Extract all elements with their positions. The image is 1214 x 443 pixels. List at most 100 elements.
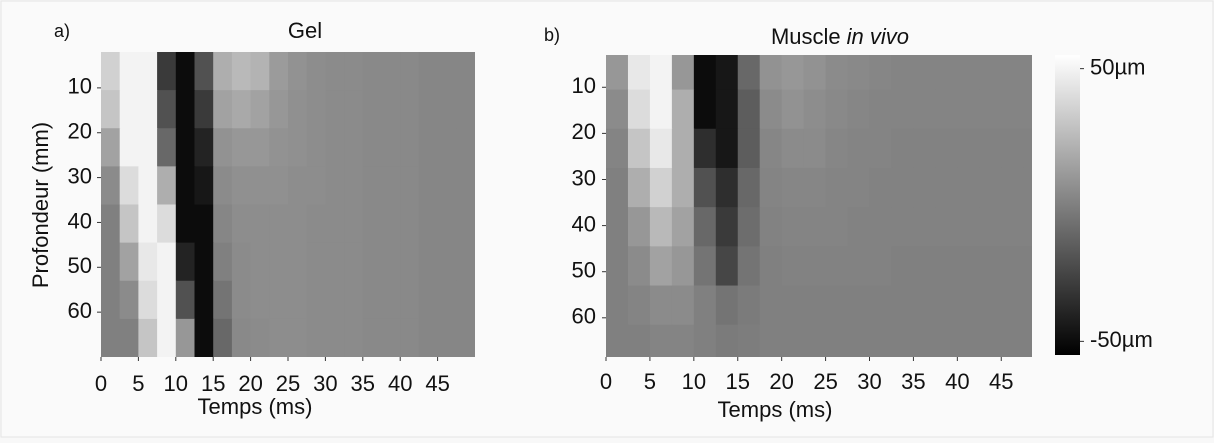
cell xyxy=(715,246,739,287)
cell xyxy=(847,207,871,247)
cell xyxy=(715,207,739,247)
cell xyxy=(344,204,364,244)
cell xyxy=(400,242,420,282)
cell xyxy=(935,246,958,287)
cell xyxy=(325,90,345,129)
cell xyxy=(250,166,270,206)
cell xyxy=(175,90,196,129)
cell xyxy=(847,167,871,208)
heatmap-b xyxy=(606,55,1032,357)
cell xyxy=(157,204,177,244)
cell xyxy=(119,318,139,357)
cell xyxy=(781,89,805,130)
cell xyxy=(737,128,761,169)
cell xyxy=(250,90,270,129)
y-tick-label: 20 xyxy=(572,119,596,144)
cell xyxy=(138,318,158,357)
cell xyxy=(869,55,893,91)
cell xyxy=(119,90,139,129)
cell xyxy=(437,128,457,167)
x-tick-label: 45 xyxy=(989,369,1013,394)
cell xyxy=(1001,324,1024,357)
cell xyxy=(250,318,270,357)
cell xyxy=(175,128,196,167)
cell xyxy=(101,52,121,91)
cell xyxy=(437,90,457,129)
cell xyxy=(157,128,177,167)
cell xyxy=(957,207,980,247)
cell xyxy=(913,167,936,208)
x-tick-label: 5 xyxy=(132,371,144,396)
cell xyxy=(138,52,158,91)
cell xyxy=(250,52,270,91)
cell xyxy=(288,318,308,357)
cell xyxy=(306,318,326,357)
cell xyxy=(175,242,196,282)
cell xyxy=(157,52,177,91)
cell xyxy=(231,166,252,206)
cell xyxy=(400,52,420,91)
cell xyxy=(344,318,364,357)
cell xyxy=(269,128,289,167)
cell xyxy=(157,166,177,206)
cell xyxy=(606,167,629,208)
cell xyxy=(606,89,629,130)
cell xyxy=(288,128,308,167)
cell xyxy=(288,242,308,282)
y-tick-label: 10 xyxy=(68,74,92,99)
y-tick-label: 60 xyxy=(68,298,92,323)
cell xyxy=(418,52,439,91)
cell xyxy=(288,52,308,91)
cell xyxy=(194,128,214,167)
title-text: Muscle xyxy=(771,24,841,49)
cell xyxy=(891,55,915,91)
cell xyxy=(781,246,805,287)
cell xyxy=(269,242,289,282)
cell xyxy=(213,280,233,320)
cell xyxy=(649,246,673,287)
cell xyxy=(825,128,849,169)
cell xyxy=(825,207,849,247)
cell xyxy=(400,204,420,244)
cell xyxy=(194,280,214,320)
cell xyxy=(693,55,717,91)
cell xyxy=(1001,128,1024,169)
cell xyxy=(362,52,383,91)
cell xyxy=(671,128,695,169)
cell xyxy=(288,166,308,206)
cell xyxy=(803,207,827,247)
cell xyxy=(671,89,695,130)
cell xyxy=(194,318,214,357)
cell xyxy=(325,128,345,167)
cell xyxy=(627,128,651,169)
cell xyxy=(847,128,871,169)
cell xyxy=(649,128,673,169)
cell xyxy=(671,167,695,208)
y-tick-label: 10 xyxy=(572,73,596,98)
cell xyxy=(400,166,420,206)
cell xyxy=(671,285,695,326)
cell xyxy=(288,90,308,129)
x-tick-label: 30 xyxy=(857,369,881,394)
cell xyxy=(737,285,761,326)
cell xyxy=(869,207,893,247)
cell xyxy=(119,242,139,282)
cell xyxy=(913,89,936,130)
cell xyxy=(381,52,401,91)
x-axis-label: Temps (ms) xyxy=(718,397,833,422)
cell xyxy=(935,55,958,91)
cell xyxy=(803,285,827,326)
cell xyxy=(194,90,214,129)
cell xyxy=(418,166,439,206)
cell xyxy=(418,204,439,244)
cell xyxy=(606,246,629,287)
cell xyxy=(437,166,457,206)
cell xyxy=(1023,167,1032,208)
cell xyxy=(194,204,214,244)
cell xyxy=(101,204,121,244)
cell xyxy=(344,52,364,91)
cell xyxy=(869,246,893,287)
y-tick-label: 50 xyxy=(68,253,92,278)
cell xyxy=(213,204,233,244)
cell xyxy=(803,128,827,169)
